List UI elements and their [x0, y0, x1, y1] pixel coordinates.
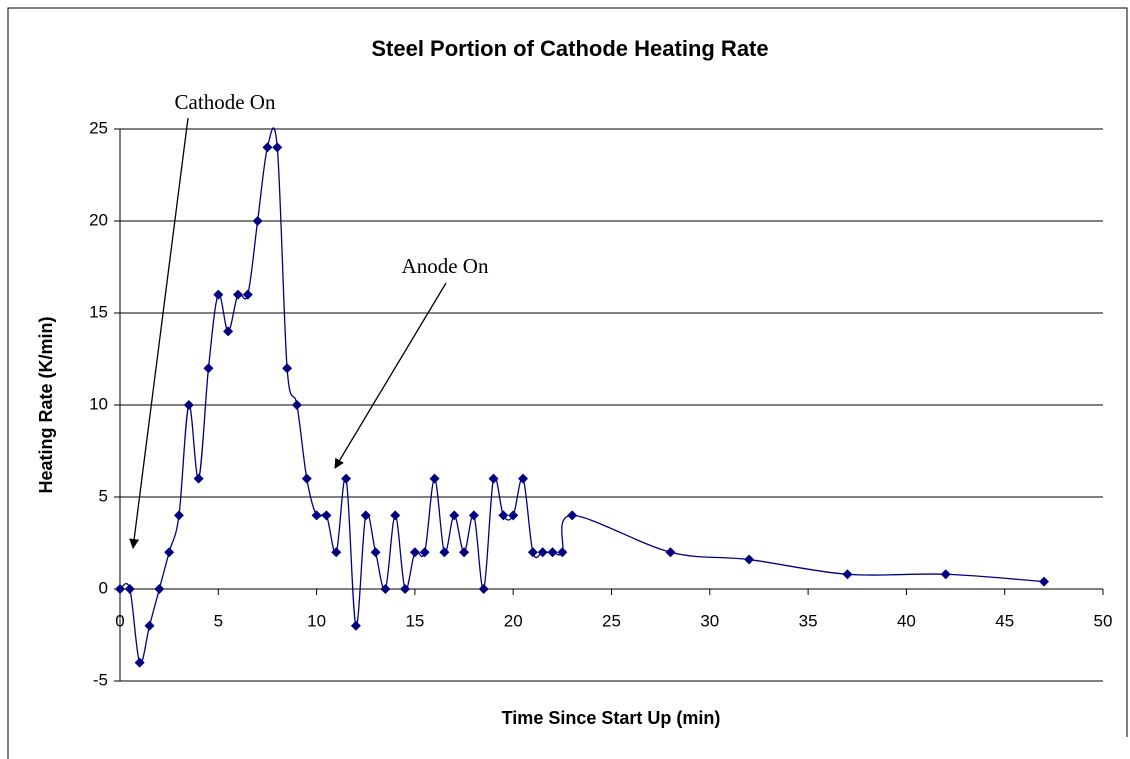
data-point	[478, 584, 489, 594]
data-point	[537, 547, 548, 558]
y-tick-label: 10	[89, 394, 108, 413]
x-tick-label: 50	[1094, 611, 1113, 630]
data-point	[429, 473, 440, 484]
data-point	[527, 547, 538, 558]
data-point	[252, 216, 263, 226]
data-point	[144, 620, 155, 631]
data-point	[193, 473, 204, 484]
data-point	[232, 289, 243, 300]
data-point	[498, 510, 509, 521]
data-point	[164, 547, 175, 558]
annotation-arrow	[334, 282, 447, 469]
y-tick-label: -5	[93, 670, 108, 689]
data-point	[842, 569, 853, 580]
y-tick-label: 20	[89, 210, 108, 229]
x-tick-label: 10	[307, 611, 326, 630]
annotation: Cathode On	[175, 90, 276, 114]
data-point	[547, 547, 558, 558]
x-tick-label: 40	[897, 611, 916, 630]
data-point	[488, 473, 499, 484]
data-point	[419, 547, 430, 558]
data-point	[370, 547, 381, 558]
data-point	[242, 289, 253, 300]
data-point	[468, 510, 479, 521]
data-point	[940, 569, 951, 580]
data-point	[665, 547, 676, 558]
data-point	[360, 510, 371, 521]
annotation: Anode On	[402, 254, 489, 278]
data-point	[439, 547, 450, 558]
annotation-arrow	[129, 117, 189, 549]
y-tick-label: 15	[89, 302, 108, 321]
data-point	[272, 142, 283, 153]
x-tick-label: 5	[214, 611, 223, 630]
chart-title: Steel Portion of Cathode Heating Rate	[371, 36, 768, 61]
data-point	[380, 584, 391, 594]
data-point	[301, 473, 312, 484]
data-point	[203, 363, 214, 374]
data-point	[390, 510, 401, 521]
data-point	[134, 657, 145, 668]
data-point	[744, 554, 755, 565]
data-point	[223, 326, 234, 337]
x-tick-label: 45	[995, 611, 1014, 630]
y-tick-label: 0	[99, 578, 108, 597]
data-point	[291, 400, 302, 410]
data-point	[173, 510, 184, 521]
data-line	[119, 127, 1045, 664]
data-point	[154, 584, 165, 594]
x-axis-label: Time Since Start Up (min)	[502, 708, 721, 728]
x-tick-label: 20	[504, 611, 523, 630]
data-point	[331, 547, 342, 558]
data-point	[557, 547, 568, 558]
x-tick-label: 30	[700, 611, 719, 630]
y-tick-label: 5	[99, 486, 108, 505]
data-point	[409, 547, 420, 558]
data-point	[459, 547, 470, 558]
x-tick-label: 25	[602, 611, 621, 630]
data-point	[567, 510, 578, 521]
data-point	[321, 510, 332, 521]
data-point	[518, 473, 529, 484]
y-tick-label: 25	[89, 118, 108, 137]
data-point	[449, 510, 460, 521]
x-tick-label: 35	[799, 611, 818, 630]
data-point	[311, 510, 322, 521]
data-point	[341, 473, 352, 484]
data-point	[262, 142, 273, 153]
x-tick-label: 0	[115, 611, 124, 630]
data-point	[400, 584, 411, 594]
data-point	[124, 584, 135, 594]
x-tick-label: 15	[405, 611, 424, 630]
data-point	[183, 400, 194, 410]
data-point	[1039, 576, 1050, 587]
data-point	[282, 363, 293, 374]
data-point	[213, 289, 224, 300]
y-axis-label: Heating Rate (K/min)	[36, 316, 56, 493]
data-point	[350, 620, 361, 631]
data-point	[115, 584, 125, 594]
data-point	[508, 510, 519, 521]
chart-frame	[7, 7, 1128, 759]
